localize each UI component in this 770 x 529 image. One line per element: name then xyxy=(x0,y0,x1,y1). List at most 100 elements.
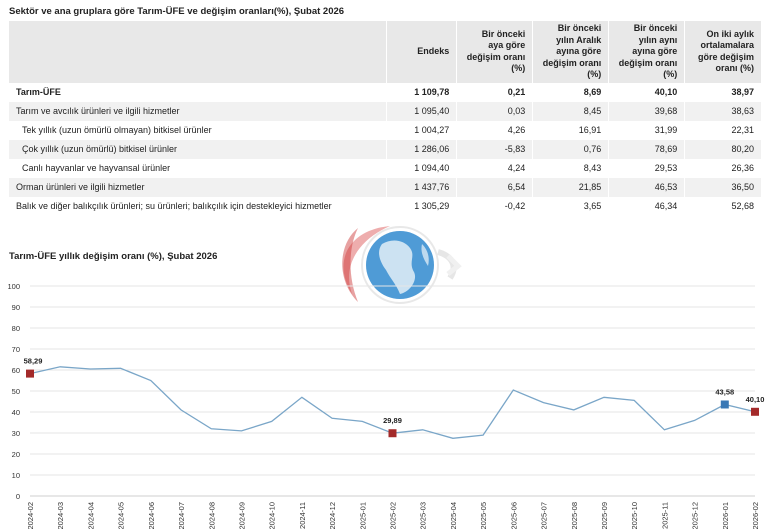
row-label: Orman ürünleri ve ilgili hizmetler xyxy=(9,177,388,197)
watermark-logo xyxy=(342,226,462,304)
chart-title: Tarım-ÜFE yıllık değişim oranı (%), Şuba… xyxy=(9,251,218,262)
col-header-december: Bir önceki yılın Aralık ayına göre değiş… xyxy=(532,21,610,83)
x-tick-label: 2025-08 xyxy=(570,502,579,529)
cell-endeks: 1 094,40 xyxy=(386,158,458,178)
cell-endeks: 1 437,76 xyxy=(386,177,458,197)
x-tick-label: 2024-07 xyxy=(177,502,186,529)
data-label: 58,29 xyxy=(24,357,43,366)
row-label: Balık ve diğer balıkçılık ürünleri; su ü… xyxy=(9,196,388,216)
x-tick-label: 2025-04 xyxy=(449,502,458,529)
y-tick-label: 0 xyxy=(16,492,20,501)
x-tick-label: 2024-02 xyxy=(26,502,35,529)
table-row: Balık ve diğer balıkçılık ürünleri; su ü… xyxy=(9,196,762,216)
data-point-marker xyxy=(26,369,34,378)
table-row: Orman ürünleri ve ilgili hizmetler 1 437… xyxy=(9,177,762,197)
y-tick-label: 30 xyxy=(12,429,20,438)
data-label: 29,89 xyxy=(383,416,402,425)
cell-average: 36,50 xyxy=(684,177,762,197)
x-tick-label: 2025-10 xyxy=(630,502,639,529)
cell-endeks: 1 286,06 xyxy=(386,139,458,159)
cell-average: 22,31 xyxy=(684,120,762,140)
cell-december: 8,45 xyxy=(532,101,610,121)
series-line xyxy=(29,366,756,439)
cell-annual: 46,34 xyxy=(608,196,686,216)
table-row: Tarım ve avcılık ürünleri ve ilgili hizm… xyxy=(9,101,762,121)
col-header-endeks: Endeks xyxy=(386,21,458,83)
table-row: Tarım-ÜFE 1 109,78 0,21 8,69 40,10 38,97 xyxy=(9,82,762,102)
x-tick-label: 2026-01 xyxy=(721,502,730,529)
col-header-monthly: Bir önceki aya göre değişim oranı (%) xyxy=(456,21,534,83)
cell-monthly: 4,24 xyxy=(456,158,534,178)
cell-monthly: 0,21 xyxy=(456,82,534,102)
x-tick-label: 2024-09 xyxy=(237,502,246,529)
x-tick-label: 2024-03 xyxy=(56,502,65,529)
cell-monthly: -0,42 xyxy=(456,196,534,216)
row-label: Çok yıllık (uzun ömürlü) bitkisel ürünle… xyxy=(9,139,388,159)
cell-december: 8,43 xyxy=(532,158,610,178)
cell-december: 0,76 xyxy=(532,139,610,159)
cell-endeks: 1 004,27 xyxy=(386,120,458,140)
cell-december: 3,65 xyxy=(532,196,610,216)
col-header-annual: Bir önceki yılın aynı ayına göre değişim… xyxy=(608,21,686,83)
cell-average: 38,97 xyxy=(684,82,762,102)
data-point-marker xyxy=(720,400,729,409)
data-point-marker xyxy=(751,407,759,416)
x-tick-label: 2025-02 xyxy=(389,502,398,529)
cell-annual: 31,99 xyxy=(608,120,686,140)
x-tick-label: 2024-11 xyxy=(298,502,307,529)
y-tick-label: 100 xyxy=(7,282,20,291)
table-row: Çok yıllık (uzun ömürlü) bitkisel ürünle… xyxy=(9,139,762,159)
cell-average: 52,68 xyxy=(684,196,762,216)
x-tick-label: 2025-12 xyxy=(691,502,700,529)
y-tick-label: 10 xyxy=(12,471,20,480)
y-tick-label: 90 xyxy=(12,303,20,312)
x-tick-label: 2025-09 xyxy=(600,502,609,529)
cell-endeks: 1 305,29 xyxy=(386,196,458,216)
cell-annual: 46,53 xyxy=(608,177,686,197)
line-chart: 0 10 20 30 40 50 60 70 80 90 100 2024-02 2024-03 2024… xyxy=(7,282,765,529)
cell-average: 26,36 xyxy=(684,158,762,178)
row-label: Tarım-ÜFE xyxy=(9,82,388,102)
col-header-average: On iki aylık ortalamalara göre değişim o… xyxy=(684,21,762,83)
cell-annual: 78,69 xyxy=(608,139,686,159)
y-tick-label: 40 xyxy=(12,408,20,417)
row-label: Tek yıllık (uzun ömürlü olmayan) bitkise… xyxy=(9,120,388,140)
cell-december: 16,91 xyxy=(532,120,610,140)
x-tick-label: 2025-01 xyxy=(358,502,367,529)
cell-average: 38,63 xyxy=(684,101,762,121)
y-tick-label: 70 xyxy=(12,345,20,354)
table-row: Canlı hayvanlar ve hayvansal ürünler 1 0… xyxy=(9,158,762,178)
x-tick-label: 2024-08 xyxy=(207,502,216,529)
x-tick-label: 2024-06 xyxy=(147,502,156,529)
y-tick-label: 20 xyxy=(12,450,20,459)
x-tick-label: 2024-12 xyxy=(328,502,337,529)
y-tick-label: 80 xyxy=(12,324,20,333)
cell-december: 8,69 xyxy=(532,82,610,102)
row-label: Tarım ve avcılık ürünleri ve ilgili hizm… xyxy=(9,101,388,121)
row-label: Canlı hayvanlar ve hayvansal ürünler xyxy=(9,158,388,178)
data-point-marker xyxy=(388,429,397,438)
x-tick-label: 2024-04 xyxy=(86,502,95,529)
x-tick-label: 2024-10 xyxy=(268,502,277,529)
table-row: Tek yıllık (uzun ömürlü olmayan) bitkise… xyxy=(9,120,762,140)
cell-monthly: 0,03 xyxy=(456,101,534,121)
y-tick-label: 50 xyxy=(12,387,20,396)
data-label: 43,58 xyxy=(715,387,734,396)
x-tick-label: 2024-05 xyxy=(117,502,126,529)
data-label: 40,10 xyxy=(746,395,765,404)
cell-annual: 39,68 xyxy=(608,101,686,121)
cell-average: 80,20 xyxy=(684,139,762,159)
x-tick-label: 2025-03 xyxy=(419,502,428,529)
cell-annual: 29,53 xyxy=(608,158,686,178)
x-tick-label: 2025-07 xyxy=(540,502,549,529)
cell-annual: 40,10 xyxy=(608,82,686,102)
x-tick-label: 2025-11 xyxy=(660,502,669,529)
table-title: Sektör ve ana gruplara göre Tarım-ÜFE ve… xyxy=(9,6,345,17)
y-tick-label: 60 xyxy=(12,366,20,375)
col-header-label xyxy=(9,21,388,83)
table-header-row: Endeks Bir önceki aya göre değişim oranı… xyxy=(9,21,762,83)
x-tick-label: 2026-02 xyxy=(751,502,760,529)
cell-december: 21,85 xyxy=(532,177,610,197)
cell-endeks: 1 109,78 xyxy=(386,82,458,102)
cell-monthly: -5,83 xyxy=(456,139,534,159)
